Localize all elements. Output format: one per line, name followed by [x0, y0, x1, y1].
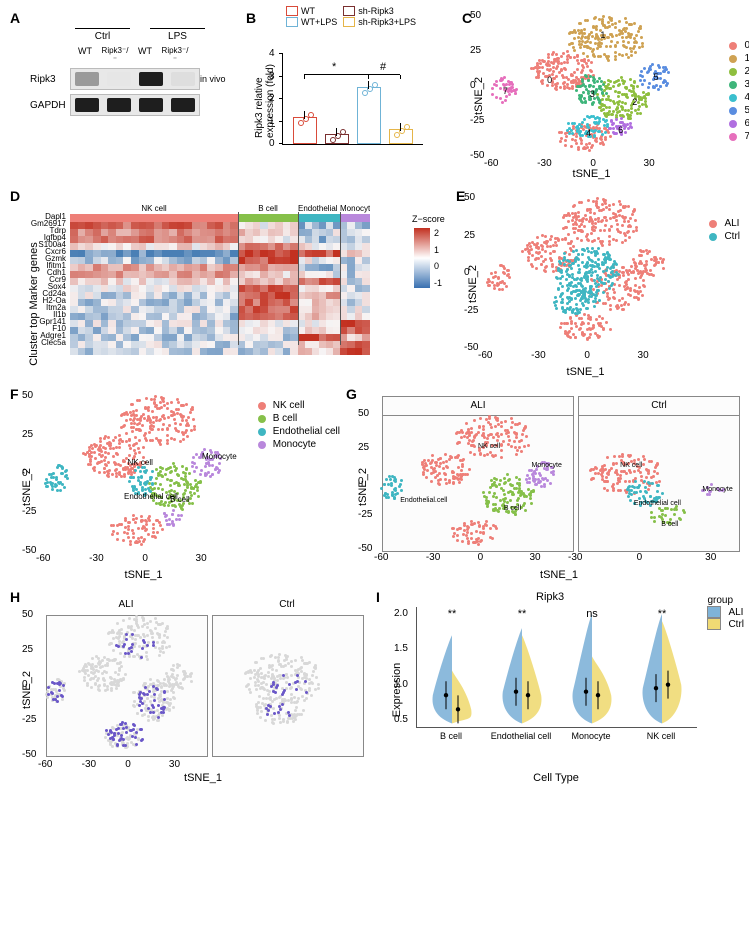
bar-WT+LPS — [357, 87, 381, 144]
ztick-3: -1 — [434, 278, 442, 288]
zscore-legend: Z−score 2 1 0 -1 — [414, 228, 442, 288]
western-blot: Ctrl LPS WT Ripk3⁻/⁻ WT Ripk3⁻/⁻ Ripk3in… — [10, 10, 240, 116]
xlabel-H: tSNE_1 — [46, 772, 360, 784]
panel-F: F tSNE_2 NK cellB cellEndothelial cellMo… — [10, 386, 340, 581]
svg-text:**: ** — [658, 608, 667, 620]
legend-item: WT+LPS — [286, 17, 337, 27]
legend-F: NK cellB cellEndothelial cellMonocyte — [258, 400, 340, 450]
panel-G: G tSNE_2 ALI NK cellMonocyteEndothelial.… — [346, 386, 746, 581]
tsne-G-ali: NK cellMonocyteEndothelial.cellB cell — [382, 415, 574, 552]
legend-C: 01234567 — [729, 40, 749, 142]
wb-group-ctrl: Ctrl — [75, 28, 130, 42]
legend-item: WT — [286, 6, 337, 16]
facet-H-ctrl-title: Ctrl — [212, 599, 362, 615]
xlabel-I: Cell Type — [416, 772, 696, 784]
bar-chart-B: WTsh-Ripk3WT+LPSsh-Ripk3+LPS Ripk3 relat… — [246, 10, 456, 154]
xlabel-G: tSNE_1 — [382, 569, 736, 581]
wb-lane-0: WT — [70, 46, 100, 64]
ztick-0: 2 — [434, 228, 442, 238]
ylabel-I: Expression — [391, 663, 403, 717]
tsne-G-ctrl: NK cellEndothelial cellMonocyteB cell — [578, 415, 740, 552]
panel-H: H tSNE_2 ALI Ctrl tSNE_1 -50-2502550-60-… — [10, 589, 370, 784]
panel-B: B WTsh-Ripk3WT+LPSsh-Ripk3+LPS Ripk3 rel… — [246, 10, 456, 170]
wb-lane-1: Ripk3⁻/⁻ — [100, 46, 130, 64]
xlabel-F: tSNE_1 — [46, 569, 241, 581]
wb-lane-3: Ripk3⁻/⁻ — [160, 46, 190, 64]
tsne-E — [488, 198, 683, 348]
panel-label-I: I — [376, 589, 380, 605]
ztick-1: 1 — [434, 245, 442, 255]
zscore-title: Z−score — [412, 214, 445, 224]
panel-label-F: F — [10, 386, 19, 402]
wb-group-lps: LPS — [150, 28, 205, 42]
tsne-H-ali — [46, 615, 208, 757]
wb-lane-2: WT — [130, 46, 160, 64]
facet-ali-title: ALI — [382, 396, 574, 415]
title-I: Ripk3 — [536, 591, 564, 603]
panel-A: A Ctrl LPS WT Ripk3⁻/⁻ WT Ripk3⁻/⁻ Ripk3… — [10, 10, 240, 160]
panel-label-A: A — [10, 10, 20, 26]
ylabel-H: tSNE_2 — [21, 671, 33, 709]
wb-row-Ripk3: Ripk3in vivo — [30, 68, 240, 90]
legend-I-title: group — [707, 595, 744, 606]
facet-ctrl-title: Ctrl — [578, 396, 740, 415]
panel-C: C tSNE_2 01234567 tSNE_1 01234567 -50-25… — [462, 10, 749, 180]
legend-I: group ALICtrl — [707, 595, 744, 630]
panel-E: E tSNE_2 tSNE_1 ALICtrl -50-2502550-60-3… — [456, 188, 746, 378]
legend-E: ALICtrl — [709, 218, 740, 242]
svg-text:**: ** — [448, 608, 457, 620]
tsne-C: 01234567 — [494, 16, 689, 156]
xlabel-C: tSNE_1 — [494, 168, 689, 180]
xlabel-E: tSNE_1 — [488, 366, 683, 378]
gene-label: Clec5a — [10, 338, 70, 347]
tsne-F: NK cellB cellEndothelial cellMonocyte — [46, 396, 241, 551]
svg-text:**: ** — [518, 608, 527, 620]
svg-text:ns: ns — [586, 608, 598, 620]
facet-H-ali-title: ALI — [46, 599, 206, 615]
violin-plot: ** ** ns ** — [416, 607, 697, 728]
panel-label-H: H — [10, 589, 20, 605]
heatmap-D: NK cellB cellEndothelial cellMonocyte Da… — [10, 188, 450, 355]
panel-I: I Ripk3 Expression ** ** ns ** Cell Type gr… — [376, 589, 746, 784]
legend-B: WT sh-Ripk3 WT+LPS sh-Ripk3+LPS — [286, 6, 416, 27]
panel-D: D Cluster top Marker genes NK cellB cell… — [10, 188, 450, 378]
tsne-H-ctrl — [212, 615, 364, 757]
panel-label-G: G — [346, 386, 357, 402]
ylabel-G: tSNE_2 — [357, 468, 369, 506]
wb-row-GAPDH: GAPDH — [30, 94, 240, 116]
ztick-2: 0 — [434, 261, 442, 271]
legend-item: sh-Ripk3 — [343, 6, 416, 16]
legend-item: sh-Ripk3+LPS — [343, 17, 416, 27]
